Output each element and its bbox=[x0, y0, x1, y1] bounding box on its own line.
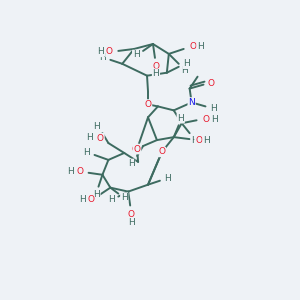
Text: H: H bbox=[108, 195, 115, 204]
Text: H: H bbox=[197, 43, 204, 52]
Text: O: O bbox=[208, 79, 215, 88]
Text: H: H bbox=[128, 159, 135, 168]
Text: O: O bbox=[76, 167, 83, 176]
Text: O: O bbox=[145, 100, 152, 109]
Text: O: O bbox=[87, 195, 94, 204]
Text: O: O bbox=[203, 115, 210, 124]
Text: H: H bbox=[83, 148, 90, 158]
Text: H: H bbox=[210, 104, 217, 113]
Text: H: H bbox=[93, 122, 100, 131]
Text: H: H bbox=[191, 136, 198, 145]
Text: N: N bbox=[188, 98, 195, 107]
Text: H: H bbox=[86, 133, 93, 142]
Text: O: O bbox=[195, 136, 202, 145]
Text: O: O bbox=[189, 43, 196, 52]
Text: H: H bbox=[181, 66, 188, 75]
Text: O: O bbox=[97, 134, 104, 142]
Text: O: O bbox=[152, 62, 159, 71]
Text: H: H bbox=[97, 47, 104, 56]
Text: H: H bbox=[68, 167, 74, 176]
Text: H: H bbox=[211, 115, 218, 124]
Text: H: H bbox=[183, 59, 190, 68]
Text: O: O bbox=[134, 145, 141, 154]
Text: H: H bbox=[153, 69, 159, 78]
Text: H: H bbox=[93, 190, 100, 199]
Text: H: H bbox=[133, 50, 140, 59]
Text: H: H bbox=[121, 193, 128, 202]
Text: H: H bbox=[99, 53, 106, 62]
Text: H: H bbox=[128, 218, 135, 227]
Text: H: H bbox=[164, 174, 171, 183]
Text: O: O bbox=[132, 145, 139, 154]
Text: O: O bbox=[128, 210, 135, 219]
Text: H: H bbox=[203, 136, 210, 145]
Text: H: H bbox=[177, 114, 184, 123]
Text: H: H bbox=[79, 195, 86, 204]
Text: O: O bbox=[106, 47, 113, 56]
Text: O: O bbox=[158, 148, 165, 157]
